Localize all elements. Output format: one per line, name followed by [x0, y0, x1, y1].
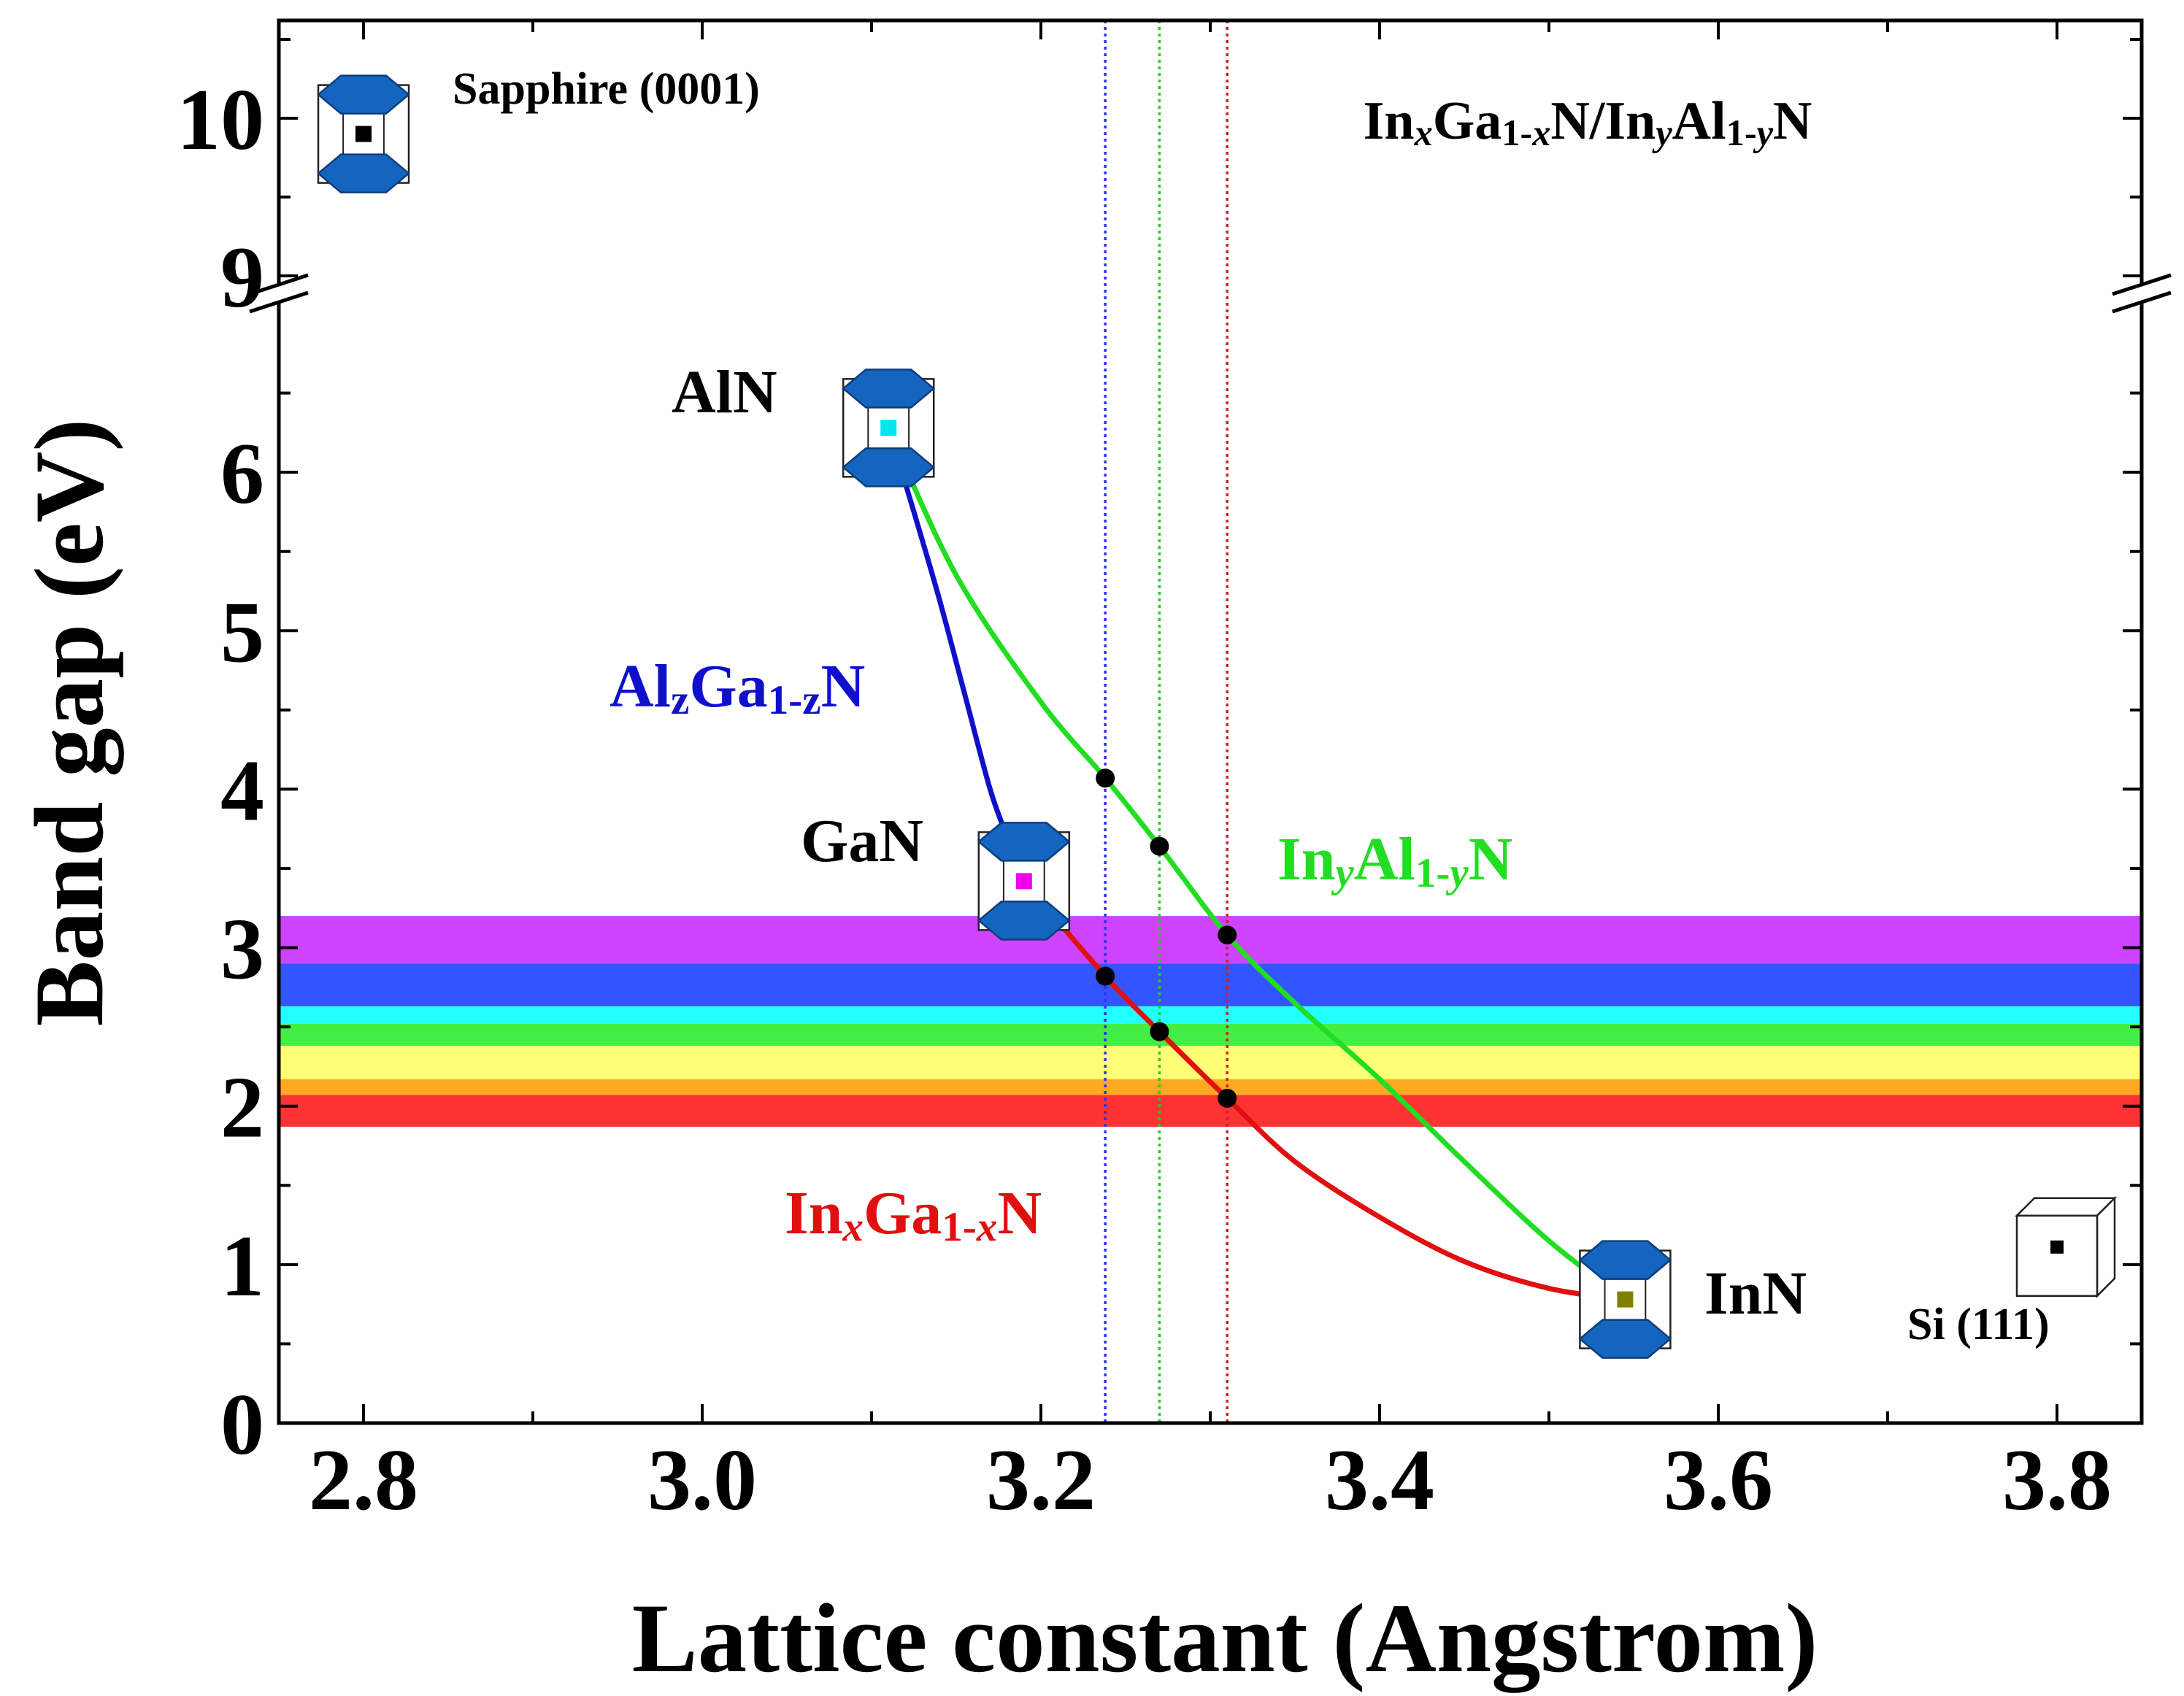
axis-break-slash: [249, 290, 309, 314]
y-tick-label: 9: [220, 228, 264, 325]
series-label-0: AlzGa1-zN: [610, 652, 865, 723]
axis-break-slash: [249, 273, 309, 296]
series-label-1-part: N: [1469, 825, 1513, 893]
visible-color-band: [279, 1095, 2142, 1127]
data-point: [1218, 925, 1237, 945]
y-tick-label: 4: [220, 741, 264, 839]
sapphire-crystal-icon: [317, 74, 410, 193]
prism-top: [977, 822, 1071, 862]
series-label-0-part: Al: [610, 652, 671, 720]
axis-break-slash: [2112, 273, 2172, 296]
series-label-1-part: 1-: [1415, 850, 1450, 896]
series-label-2-part: Ga: [864, 1179, 942, 1247]
header-label-part: N: [1773, 91, 1812, 151]
series-label-1-part: y: [1445, 850, 1469, 896]
y-axis-title: Band gap (eV): [15, 419, 124, 1027]
prism-bottom: [317, 153, 410, 193]
y-tick-label: 10: [177, 71, 264, 168]
material-label-inn: InN: [1704, 1260, 1807, 1327]
series-label-1-part: Al: [1354, 825, 1415, 893]
series-label-2-part: In: [785, 1179, 842, 1247]
header-label-part: 1-: [1726, 112, 1757, 153]
series-label-0-part: N: [821, 652, 866, 720]
prism-bottom: [842, 447, 936, 487]
y-tick-label: 3: [220, 901, 264, 998]
header-label-part: In: [1364, 91, 1415, 151]
axis-break-gap: [2137, 283, 2146, 302]
prism-top: [317, 74, 410, 115]
material-label-gan: GaN: [801, 807, 923, 875]
series-label-2-part: x: [976, 1204, 998, 1250]
crystal-icon-aln: [842, 369, 936, 487]
axis-break-slash: [2112, 290, 2172, 314]
series-label-2-part: N: [997, 1179, 1042, 1247]
x-tick-label: 3.4: [1325, 1431, 1434, 1528]
crystal-icon-inn: [1578, 1240, 1672, 1359]
sapphire-label: Sapphire (0001): [453, 64, 760, 114]
prism-center-marker: [1015, 873, 1032, 890]
series-label-2-part: x: [842, 1204, 864, 1250]
data-point: [1218, 1088, 1237, 1108]
header-label-part: N/In: [1550, 91, 1656, 151]
prism-center-marker: [880, 420, 897, 436]
x-axis-title: Lattice constant (Angstrom): [632, 1584, 1818, 1693]
y-tick-label: 5: [220, 583, 264, 680]
y-tick-label: 1: [220, 1217, 264, 1314]
data-point: [1150, 1022, 1169, 1041]
x-tick-label: 3.6: [1664, 1431, 1773, 1528]
visible-color-band: [279, 1079, 2142, 1095]
visible-color-band: [279, 963, 2142, 1006]
series-label-2: InxGa1-xN: [785, 1179, 1042, 1250]
visible-color-band: [279, 1006, 2142, 1024]
prism-center-marker: [355, 126, 372, 142]
header-label: InxGa1-xN/InyAl1-yN: [1364, 91, 1812, 153]
x-tick-label: 3.8: [2002, 1431, 2112, 1528]
x-tick-label: 2.8: [309, 1431, 418, 1528]
series-label-1-part: In: [1277, 825, 1335, 893]
visible-color-band: [279, 916, 2142, 964]
data-point: [1096, 966, 1115, 986]
header-label-part: Ga: [1433, 91, 1502, 151]
data-point: [1096, 768, 1115, 788]
series-label-0-part: 1-z: [768, 677, 821, 723]
series-label-1-part: y: [1331, 850, 1354, 896]
series-label-0-part: Ga: [689, 652, 767, 720]
cube-side: [2096, 1195, 2116, 1298]
material-label-aln: AlN: [672, 358, 777, 426]
crystal-icon-gan: [977, 822, 1071, 941]
y-tick-label: 2: [220, 1059, 264, 1156]
header-label-part: 1-: [1502, 112, 1532, 153]
prism-bottom: [1578, 1319, 1672, 1359]
prism-top: [1578, 1240, 1672, 1280]
plot-frame: [277, 18, 2144, 1425]
visible-color-band: [279, 1023, 2142, 1046]
prism-top: [842, 369, 936, 409]
axis-break-gap: [274, 283, 283, 302]
series-label-1: InyAl1-yN: [1277, 825, 1512, 896]
series-label-0-part: z: [671, 677, 689, 723]
si-cube-icon: [2014, 1195, 2118, 1298]
series-label-2-part: 1-: [942, 1204, 977, 1250]
cube-front: [2015, 1214, 2099, 1298]
header-label-part: Al: [1672, 91, 1726, 151]
header-label-part: x: [1531, 112, 1550, 153]
data-point: [1150, 836, 1169, 856]
y-tick-label: 6: [220, 425, 264, 522]
series-line-2: [1022, 879, 1626, 1303]
x-tick-label: 3.2: [986, 1431, 1096, 1528]
prism-bottom: [977, 901, 1071, 941]
y-tick-label: 0: [220, 1376, 264, 1473]
visible-color-band: [279, 1046, 2142, 1079]
prism-center-marker: [1617, 1291, 1634, 1308]
cube-center-marker: [2050, 1240, 2064, 1254]
header-label-part: x: [1414, 112, 1433, 153]
si-label: Si (111): [1907, 1300, 2050, 1349]
x-tick-label: 3.0: [647, 1431, 757, 1528]
